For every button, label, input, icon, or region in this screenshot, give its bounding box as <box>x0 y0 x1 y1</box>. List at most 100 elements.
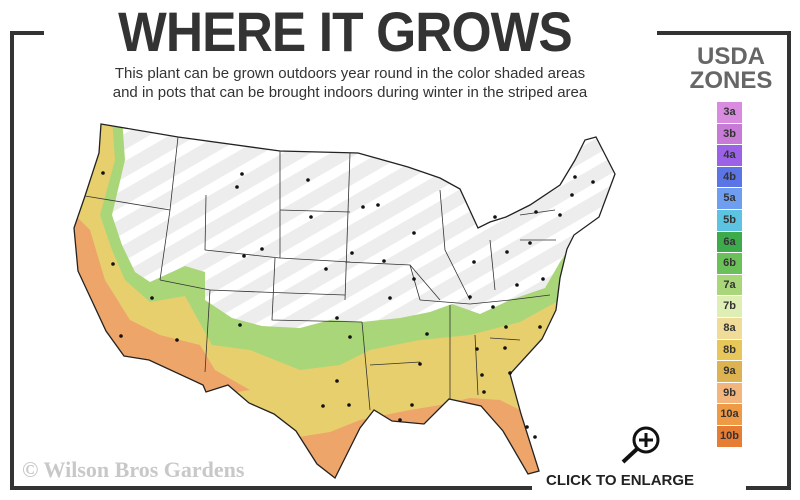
state-border <box>159 279 211 291</box>
city-dot <box>306 178 310 182</box>
city-dot <box>376 203 380 207</box>
city-dot <box>238 323 242 327</box>
state-border <box>489 337 521 341</box>
city-dot <box>382 259 386 263</box>
city-dot <box>235 185 239 189</box>
city-dot <box>482 390 486 394</box>
city-dot <box>528 241 532 245</box>
city-dot <box>260 247 264 251</box>
city-dot <box>119 334 123 338</box>
state-borders <box>84 136 556 411</box>
zone-legend: 3a 3b 4a 4b 5a 5b 6a 6b 7a 7b 8a 8b 9a 9b 10a 10b <box>717 102 742 448</box>
city-dot <box>324 267 328 271</box>
city-dot <box>541 277 545 281</box>
city-dot <box>111 262 115 266</box>
city-dot <box>475 347 479 351</box>
legend-zone-9a: 9a <box>717 361 742 382</box>
frame-top-left <box>10 31 44 35</box>
city-dot <box>361 205 365 209</box>
city-dot <box>533 435 537 439</box>
city-dot <box>410 403 414 407</box>
legend-zone-3a: 3a <box>717 102 742 123</box>
city-markers <box>101 171 595 439</box>
city-dot <box>515 283 519 287</box>
city-dot <box>150 296 154 300</box>
frame-top-right <box>657 31 791 35</box>
subtitle-line: and in pots that can be brought indoors … <box>112 84 588 101</box>
legend-zone-7a: 7a <box>717 274 742 296</box>
city-dot <box>309 215 313 219</box>
legend-title-line: ZONES <box>689 67 773 94</box>
city-dot <box>347 403 351 407</box>
legend-zone-3b: 3b <box>717 123 742 145</box>
city-dot <box>101 171 105 175</box>
legend-zone-8b: 8b <box>717 339 742 361</box>
legend-title-line: USDA <box>696 43 765 70</box>
state-border <box>271 257 363 323</box>
legend-zone-4b: 4b <box>717 166 742 188</box>
city-dot <box>412 231 416 235</box>
state-border <box>159 209 171 281</box>
subtitle-line: This plant can be grown outdoors year ro… <box>114 65 586 82</box>
city-dot <box>472 260 476 264</box>
city-dot <box>573 175 577 179</box>
city-dot <box>480 373 484 377</box>
legend-zone-10a: 10a <box>717 404 742 425</box>
city-dot <box>508 371 512 375</box>
state-border <box>361 321 371 411</box>
state-border <box>474 334 479 396</box>
state-border <box>344 152 351 301</box>
state-border <box>84 195 171 211</box>
frame-bottom-left <box>10 486 532 490</box>
page-title: WHERE IT GROWS <box>118 0 573 63</box>
legend-title: USDA ZONES <box>676 45 786 93</box>
state-border <box>204 289 211 373</box>
city-dot <box>534 210 538 214</box>
city-dot <box>388 296 392 300</box>
click-to-enlarge-button[interactable]: CLICK TO ENLARGE <box>546 472 695 489</box>
city-dot <box>412 277 416 281</box>
state-border <box>169 136 179 211</box>
city-dot <box>558 213 562 217</box>
city-dot <box>348 335 352 339</box>
city-dot <box>538 325 542 329</box>
city-dot <box>242 254 246 258</box>
legend-zone-5b: 5b <box>717 209 742 231</box>
state-border <box>209 289 346 296</box>
legend-zone-5a: 5a <box>717 188 742 209</box>
state-border <box>369 361 421 366</box>
legend-zone-8a: 8a <box>717 317 742 339</box>
city-dot <box>504 325 508 329</box>
city-dot <box>335 379 339 383</box>
city-dot <box>350 251 354 255</box>
frame-right <box>787 31 791 489</box>
city-dot <box>491 305 495 309</box>
city-dot <box>570 193 574 197</box>
city-dot <box>468 295 472 299</box>
frame-left <box>10 31 14 489</box>
city-dot <box>335 316 339 320</box>
city-dot <box>525 425 529 429</box>
legend-zone-10b: 10b <box>717 425 742 447</box>
city-dot <box>175 338 179 342</box>
city-dot <box>425 332 429 336</box>
zoom-in-magnifier-icon[interactable] <box>620 424 664 464</box>
legend-zone-7b: 7b <box>717 296 742 317</box>
state-border <box>489 239 496 291</box>
state-border <box>409 264 441 301</box>
state-border <box>419 299 511 305</box>
city-dot <box>398 418 402 422</box>
city-dot <box>418 362 422 366</box>
city-dot <box>493 215 497 219</box>
frame-bottom-right <box>746 486 791 490</box>
city-dot <box>240 172 244 176</box>
legend-zone-6b: 6b <box>717 253 742 274</box>
city-dot <box>503 346 507 350</box>
state-border <box>279 209 351 213</box>
state-border <box>439 189 471 301</box>
legend-zone-4a: 4a <box>717 145 742 166</box>
us-outline <box>73 123 616 479</box>
state-border <box>509 294 551 301</box>
city-dot <box>505 250 509 254</box>
